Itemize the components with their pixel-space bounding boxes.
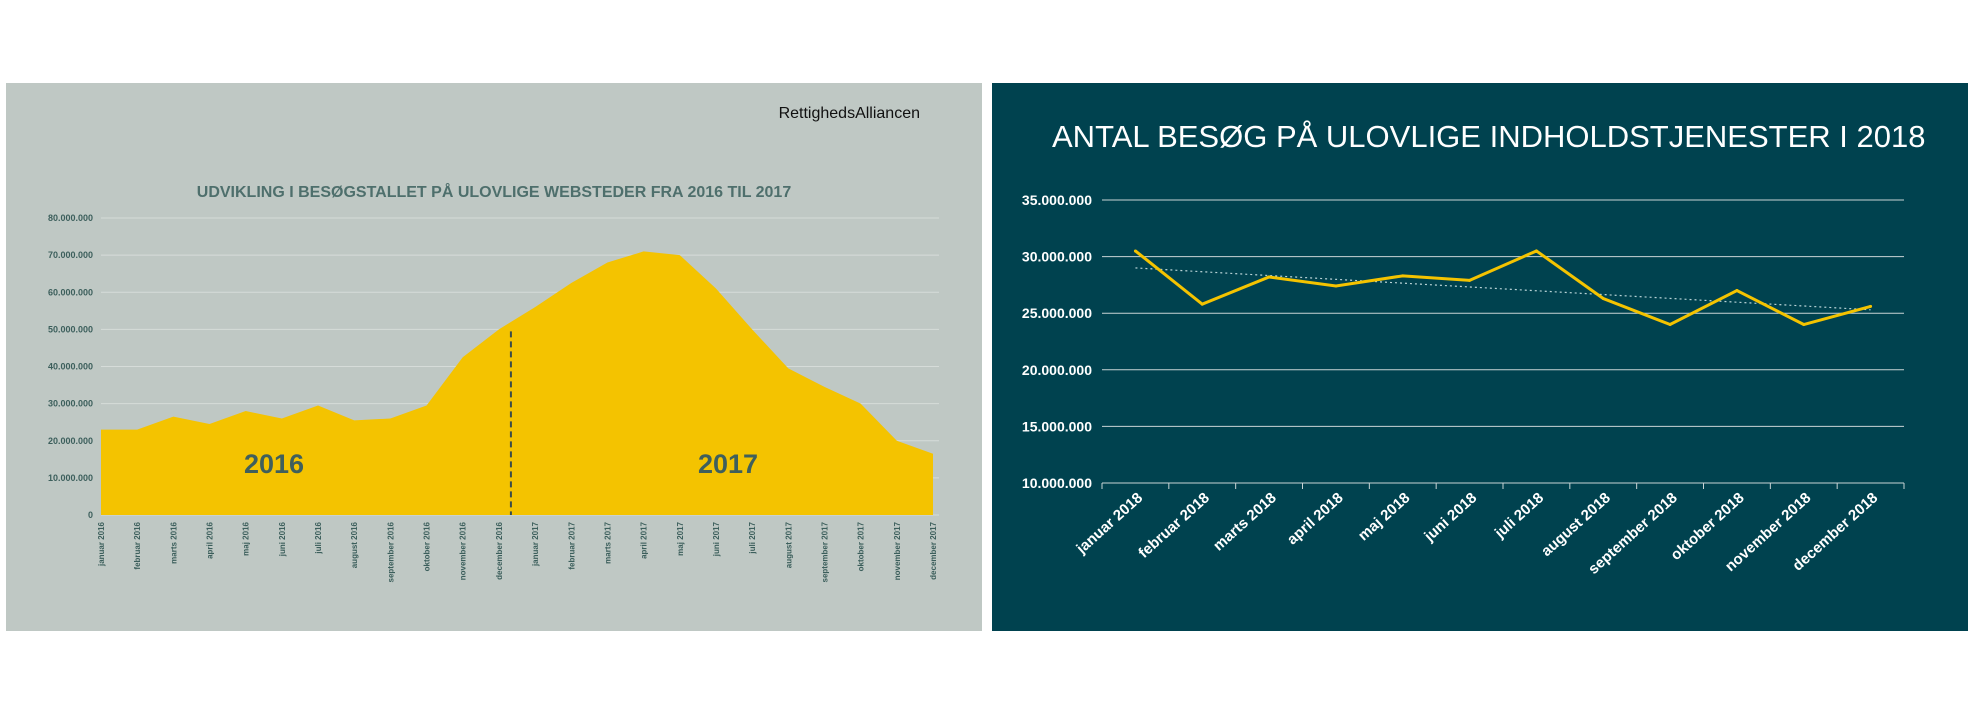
data-point [1468, 278, 1472, 282]
year-annotation: 2017 [698, 449, 758, 479]
x-tick-label: januar 2018 [1073, 489, 1146, 558]
x-tick-label: juli 2016 [314, 521, 323, 554]
area-series [101, 251, 933, 515]
data-point [1200, 302, 1204, 306]
right-line-chart: 10.000.000 15.000.000 20.000.000 25.000.000… [1022, 192, 1905, 578]
year-annotation: 2016 [244, 449, 304, 479]
x-tick-label: november 2017 [893, 521, 902, 580]
x-tick-label: august 2017 [784, 521, 793, 568]
data-point [1735, 289, 1739, 293]
y-tick-label: 10.000.000 [48, 473, 93, 483]
x-tick-label: januar 2016 [97, 521, 106, 567]
x-tick-label: april 2017 [640, 521, 649, 558]
x-tick-label: april 2016 [206, 521, 215, 558]
data-point [1668, 323, 1672, 327]
x-tick-label: december 2017 [929, 521, 938, 579]
y-tick-label: 50.000.000 [48, 324, 93, 334]
x-tick-label: februar 2018 [1135, 489, 1213, 561]
x-tick-label: juli 2017 [748, 521, 757, 554]
y-tick-label: 15.000.000 [1022, 418, 1092, 434]
right-chart-title: ANTAL BESØG PÅ ULOVLIGE INDHOLDSTJENESTE… [1052, 119, 1926, 154]
data-point [1802, 323, 1806, 327]
x-tick-label: februar 2016 [133, 521, 142, 569]
right-chart-panel: ANTAL BESØG PÅ ULOVLIGE INDHOLDSTJENESTE… [992, 83, 1968, 631]
x-tick-label: juli 2018 [1491, 489, 1547, 542]
line-series [1134, 249, 1871, 327]
x-tick-label: juni 2018 [1420, 489, 1480, 545]
x-tick-label: oktober 2016 [423, 521, 432, 571]
data-point [1869, 304, 1873, 308]
y-tick-label: 0 [88, 510, 93, 520]
x-tick-label: marts 2016 [169, 521, 178, 563]
data-point [1534, 249, 1538, 253]
x-tick-label: november 2016 [459, 521, 468, 580]
y-tick-label: 60.000.000 [48, 287, 93, 297]
y-tick-label: 20.000.000 [48, 436, 93, 446]
y-tick-label: 40.000.000 [48, 362, 93, 372]
y-tick-label: 25.000.000 [1022, 305, 1092, 321]
x-tick-label: maj 2017 [676, 521, 685, 555]
data-point [1334, 284, 1338, 288]
y-tick-label: 30.000.000 [1022, 249, 1092, 265]
x-tick-label: september 2017 [820, 521, 829, 582]
x-tick-label: september 2016 [386, 521, 395, 582]
x-tick-label: januar 2017 [531, 521, 540, 567]
y-tick-label: 70.000.000 [48, 250, 93, 260]
data-point [1267, 275, 1271, 279]
x-tick-label: august 2016 [350, 521, 359, 568]
x-tick-label: april 2018 [1284, 489, 1347, 548]
brand-label: RettighedsAlliancen [778, 105, 920, 122]
left-area-chart: 0 10.000.000 20.000.000 30.000.000 40.000.00… [48, 213, 939, 582]
y-tick-label: 30.000.000 [48, 399, 93, 409]
x-tick-label: juni 2017 [712, 521, 721, 557]
left-chart-panel: RettighedsAlliancen UDVIKLING I BESØGSTA… [6, 83, 982, 631]
x-tick-label: marts 2017 [603, 521, 612, 563]
x-tick-label: maj 2018 [1355, 489, 1413, 544]
x-tick-label: december 2016 [495, 521, 504, 579]
data-point [1133, 249, 1137, 253]
y-tick-label: 10.000.000 [1022, 475, 1092, 491]
data-point [1601, 296, 1605, 300]
x-tick-label: marts 2018 [1210, 489, 1280, 554]
x-tick-label: februar 2017 [567, 521, 576, 569]
x-tick-label: juni 2016 [278, 521, 287, 557]
y-tick-label: 35.000.000 [1022, 192, 1092, 208]
x-tick-label: oktober 2017 [857, 521, 866, 571]
left-chart-title: UDVIKLING I BESØGSTALLET PÅ ULOVLIGE WEB… [196, 184, 792, 201]
y-tick-label: 80.000.000 [48, 213, 93, 223]
y-tick-label: 20.000.000 [1022, 362, 1092, 378]
data-point [1401, 274, 1405, 278]
x-tick-label: maj 2016 [242, 521, 251, 555]
